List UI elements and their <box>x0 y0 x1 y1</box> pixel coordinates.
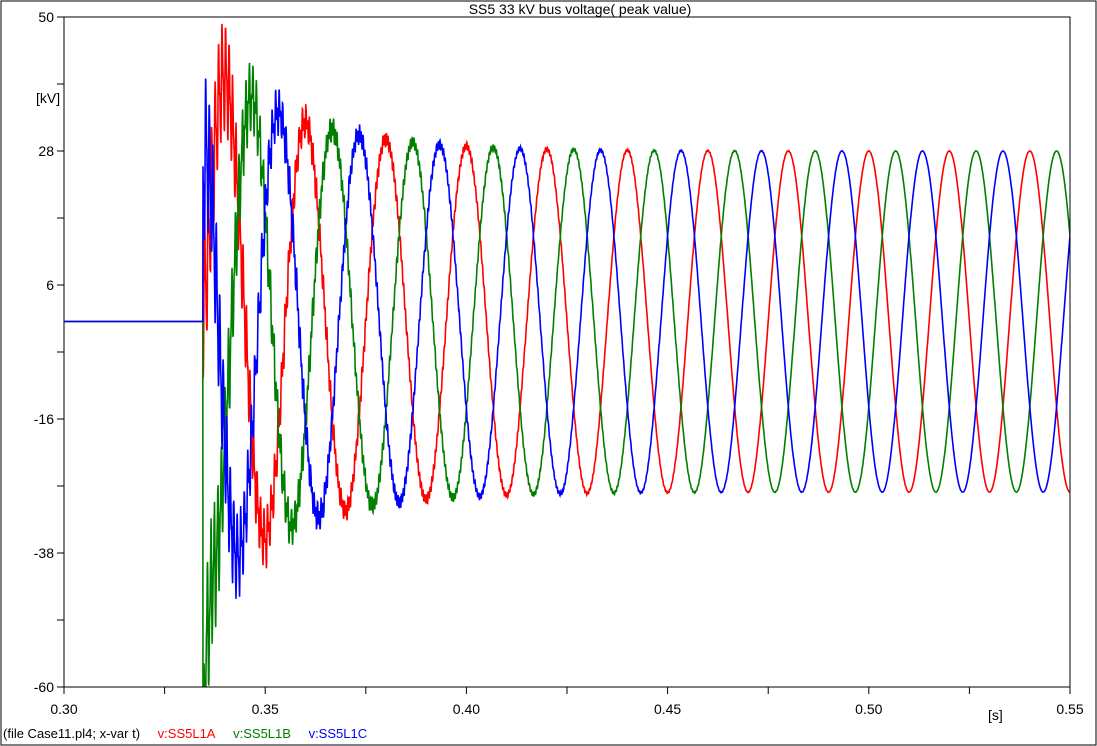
y-tick-label: -38 <box>34 545 54 561</box>
legend: (file Case11.pl4; x-var t) v:SS5L1A v:SS… <box>3 726 381 741</box>
series-line-2 <box>64 62 1070 687</box>
y-tick-label: 50 <box>38 9 54 25</box>
legend-entry-a: v:SS5L1A <box>157 726 216 741</box>
series-line-3 <box>64 78 1070 599</box>
y-tick-label: 28 <box>38 143 54 159</box>
x-axis: 0.30 0.35 0.40 0.45 0.50 0.55 <box>50 687 1084 717</box>
footer-file-info: (file Case11.pl4; x-var t) <box>3 726 141 741</box>
x-tick-label: 0.35 <box>252 701 279 717</box>
legend-entry-c: v:SS5L1C <box>308 726 368 741</box>
y-axis-label: [kV] <box>36 90 60 106</box>
y-axis: 50 28 6 -16 -38 -60 <box>34 9 64 695</box>
x-tick-label: 0.30 <box>50 701 77 717</box>
series-layer <box>64 23 1070 687</box>
x-tick-label: 0.45 <box>654 701 681 717</box>
y-tick-label: 6 <box>46 277 54 293</box>
legend-entry-b: v:SS5L1B <box>233 726 291 741</box>
y-tick-label: -60 <box>34 679 54 695</box>
x-tick-label: 0.55 <box>1056 701 1083 717</box>
series-line-1 <box>64 23 1070 569</box>
x-tick-label: 0.50 <box>855 701 882 717</box>
chart-title: SS5 33 kV bus voltage( peak value) <box>469 1 692 17</box>
y-tick-label: -16 <box>34 411 54 427</box>
x-axis-label: [s] <box>988 707 1003 723</box>
x-tick-label: 0.40 <box>453 701 480 717</box>
